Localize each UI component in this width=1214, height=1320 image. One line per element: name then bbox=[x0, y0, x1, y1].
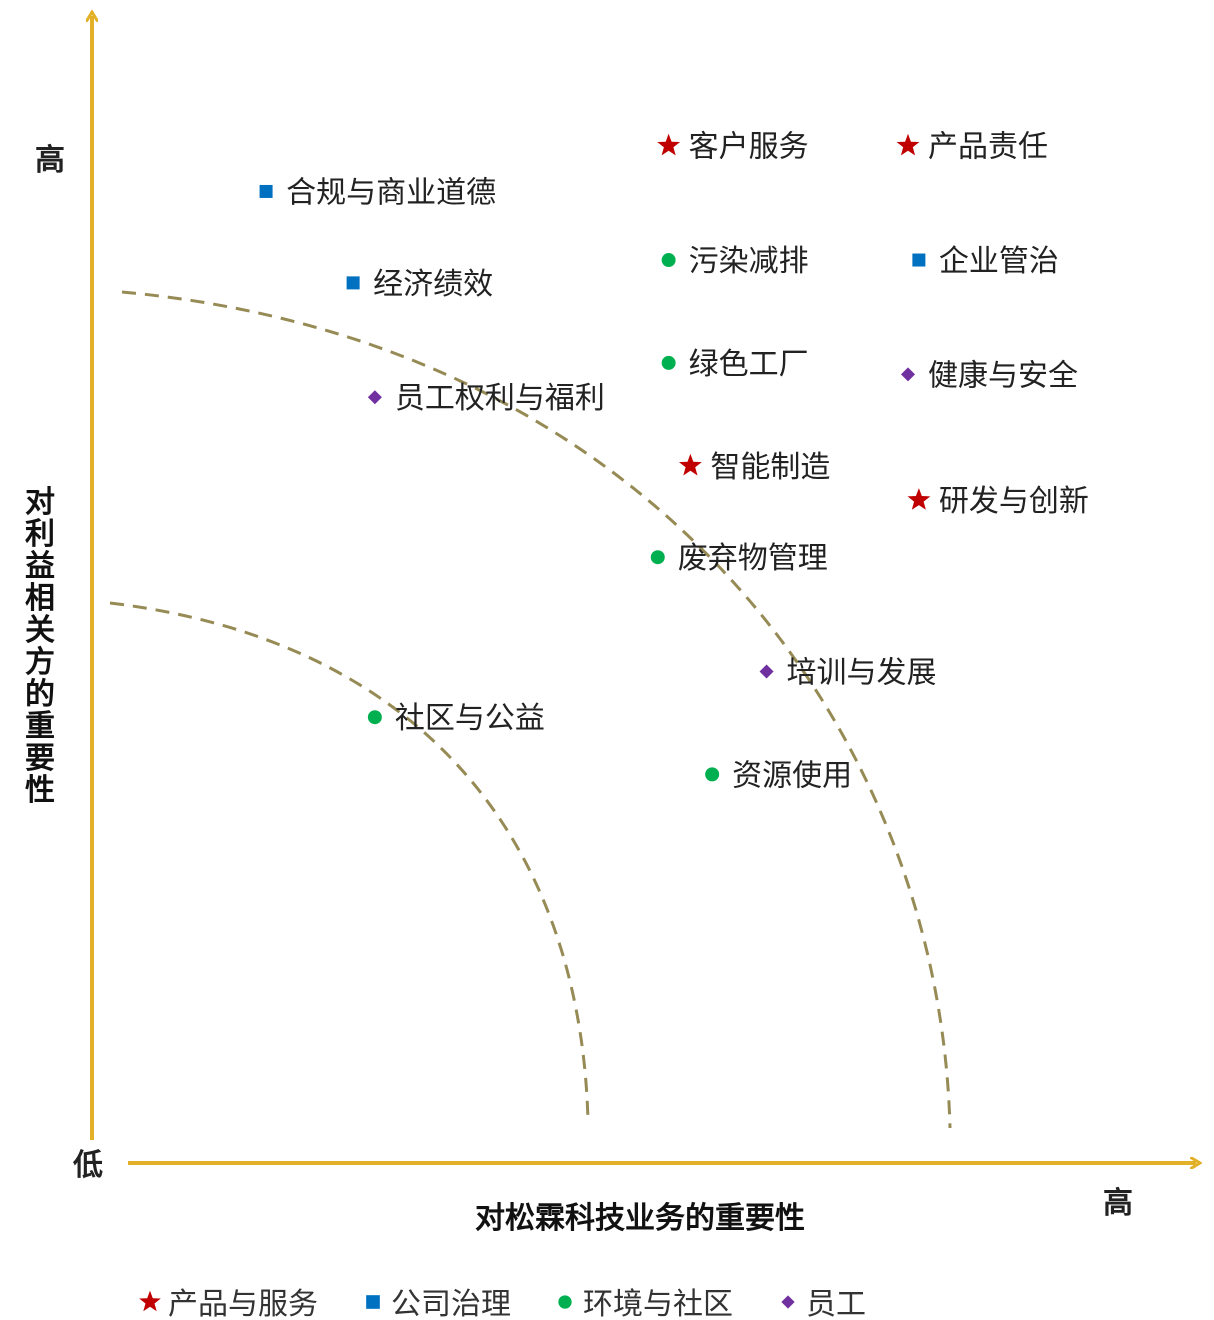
data-point: 员工权利与福利 bbox=[367, 381, 605, 416]
data-point-label: 社区与公益 bbox=[395, 701, 545, 736]
y-axis-title: 对利益相关方的重要性 bbox=[25, 485, 55, 808]
data-point-marker-square-icon bbox=[912, 253, 926, 267]
data-point: 资源使用 bbox=[705, 758, 852, 793]
legend-item: 员工 bbox=[781, 1287, 866, 1320]
legend-item: 公司治理 bbox=[366, 1287, 511, 1320]
data-point-marker-star-icon bbox=[907, 488, 931, 510]
data-point-label: 废弃物管理 bbox=[678, 541, 828, 576]
legend-label: 公司治理 bbox=[391, 1287, 511, 1320]
data-point-marker-diamond-icon bbox=[367, 390, 382, 405]
data-point-label: 绿色工厂 bbox=[689, 347, 809, 382]
data-point-marker-star-icon bbox=[896, 133, 920, 156]
data-point-marker-circle-icon bbox=[661, 355, 676, 370]
data-point-marker-square-icon bbox=[259, 184, 273, 198]
data-point-marker-circle-icon bbox=[650, 550, 665, 565]
data-point-label: 培训与发展 bbox=[787, 656, 937, 691]
data-point-marker-diamond-icon bbox=[759, 664, 774, 679]
data-point-label: 客户服务 bbox=[689, 130, 809, 165]
legend-label: 环境与社区 bbox=[583, 1287, 733, 1320]
data-point-marker-circle-icon bbox=[367, 710, 382, 725]
data-point-label: 健康与安全 bbox=[928, 358, 1078, 393]
legend-star-icon bbox=[139, 1290, 161, 1312]
data-point-marker-diamond-icon bbox=[901, 367, 915, 382]
threshold-curve-outer bbox=[121, 290, 952, 1129]
data-point-label: 研发与创新 bbox=[939, 484, 1089, 519]
legend-circle-icon bbox=[558, 1295, 572, 1309]
data-point: 社区与公益 bbox=[367, 701, 545, 736]
legend: 产品与服务 公司治理 环境与社区 员工 bbox=[139, 1287, 866, 1320]
legend-diamond-icon bbox=[781, 1295, 795, 1309]
legend-square-icon bbox=[366, 1295, 380, 1309]
data-point-label: 产品责任 bbox=[928, 130, 1048, 165]
data-point-marker-star-icon bbox=[657, 133, 681, 156]
data-point-marker-circle-icon bbox=[661, 253, 676, 268]
legend-item: 环境与社区 bbox=[558, 1287, 733, 1320]
data-point-label: 经济绩效 bbox=[373, 267, 493, 302]
data-point: 合规与商业道德 bbox=[259, 175, 496, 210]
data-point: 培训与发展 bbox=[759, 656, 937, 691]
data-point-label: 企业管治 bbox=[939, 244, 1059, 279]
x-axis-title: 对松霖科技业务的重要性 bbox=[475, 1201, 805, 1236]
data-point-marker-square-icon bbox=[346, 276, 360, 290]
data-point: 智能制造 bbox=[679, 450, 830, 485]
data-point: 企业管治 bbox=[912, 244, 1059, 279]
data-point-label: 资源使用 bbox=[732, 758, 852, 793]
data-point: 产品责任 bbox=[896, 130, 1048, 165]
data-point: 研发与创新 bbox=[907, 484, 1089, 519]
data-point-marker-star-icon bbox=[679, 453, 702, 476]
data-point-marker-circle-icon bbox=[705, 767, 720, 782]
data-point: 客户服务 bbox=[657, 130, 809, 165]
data-point: 经济绩效 bbox=[346, 267, 493, 302]
data-point: 健康与安全 bbox=[901, 358, 1078, 393]
data-point-label: 员工权利与福利 bbox=[395, 381, 605, 416]
data-point-label: 合规与商业道德 bbox=[286, 175, 496, 210]
data-point-label: 污染减排 bbox=[689, 244, 809, 279]
origin-low-label: 低 bbox=[72, 1148, 103, 1183]
y-axis-high-label: 高 bbox=[35, 143, 65, 178]
legend-item: 产品与服务 bbox=[139, 1287, 318, 1320]
data-point: 污染减排 bbox=[661, 244, 809, 279]
legend-label: 产品与服务 bbox=[168, 1287, 318, 1320]
x-axis-high-label: 高 bbox=[1103, 1186, 1133, 1221]
legend-label: 员工 bbox=[806, 1287, 866, 1320]
threshold-curve-inner bbox=[109, 601, 590, 1121]
data-point-label: 智能制造 bbox=[710, 450, 830, 485]
data-point: 废弃物管理 bbox=[650, 541, 828, 576]
data-point: 绿色工厂 bbox=[661, 347, 809, 382]
